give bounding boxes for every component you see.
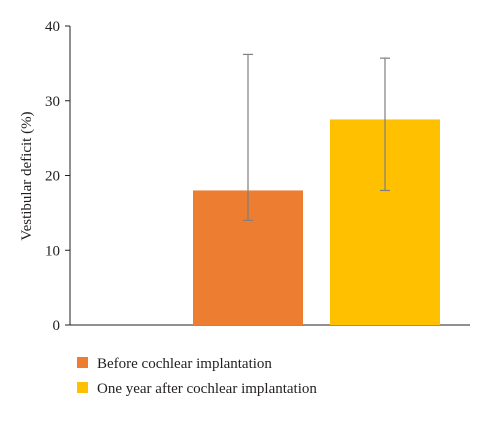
legend-swatch: [77, 357, 88, 368]
y-axis: 0 10 20 30 40: [45, 19, 71, 334]
error-bar: [380, 57, 390, 192]
error-bars: [243, 53, 390, 221]
error-bar: [243, 53, 253, 221]
y-tick-label: 10: [45, 243, 60, 259]
y-tick-label: 30: [45, 94, 60, 110]
bars: [193, 119, 440, 325]
legend-item: One year after cochlear implantation: [77, 381, 317, 397]
y-axis-title: Vestibular deficit (%): [19, 111, 35, 240]
y-ticks: 0 10 20 30 40: [45, 19, 70, 334]
legend-label: Before cochlear implantation: [97, 356, 272, 372]
legend: Before cochlear implantation One year aft…: [77, 356, 317, 397]
y-tick-label: 0: [53, 318, 61, 334]
legend-item: Before cochlear implantation: [77, 356, 272, 372]
y-tick-label: 40: [45, 19, 60, 35]
y-tick-label: 20: [45, 169, 60, 185]
legend-label: One year after cochlear implantation: [97, 381, 317, 397]
legend-swatch: [77, 382, 88, 393]
